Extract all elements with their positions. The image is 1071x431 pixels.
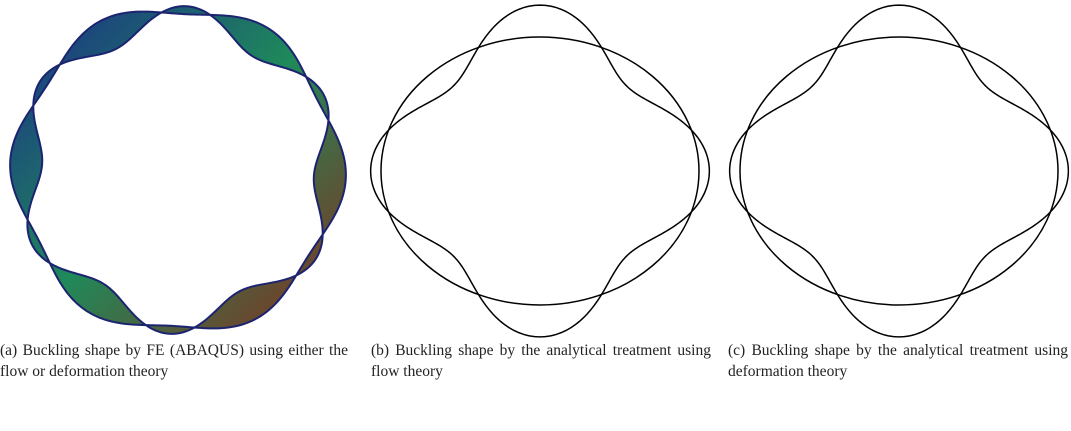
buckled-shape bbox=[730, 5, 1069, 337]
caption-c: (c) Buckling shape by the analytical tre… bbox=[728, 340, 1068, 382]
flow-theory-shape bbox=[371, 5, 710, 337]
figure-panels bbox=[0, 0, 1071, 340]
deformation-theory-shape bbox=[730, 5, 1069, 337]
ring-band bbox=[10, 6, 346, 334]
caption-b: (b) Buckling shape by the analytical tre… bbox=[371, 340, 711, 382]
fe-ring bbox=[10, 6, 346, 334]
buckled-shape bbox=[371, 5, 710, 337]
reference-circle bbox=[381, 37, 699, 305]
figure: (a) Buckling shape by FE (ABAQUS) using … bbox=[0, 0, 1071, 431]
caption-a: (a) Buckling shape by FE (ABAQUS) using … bbox=[0, 340, 348, 382]
reference-circle bbox=[740, 37, 1058, 305]
